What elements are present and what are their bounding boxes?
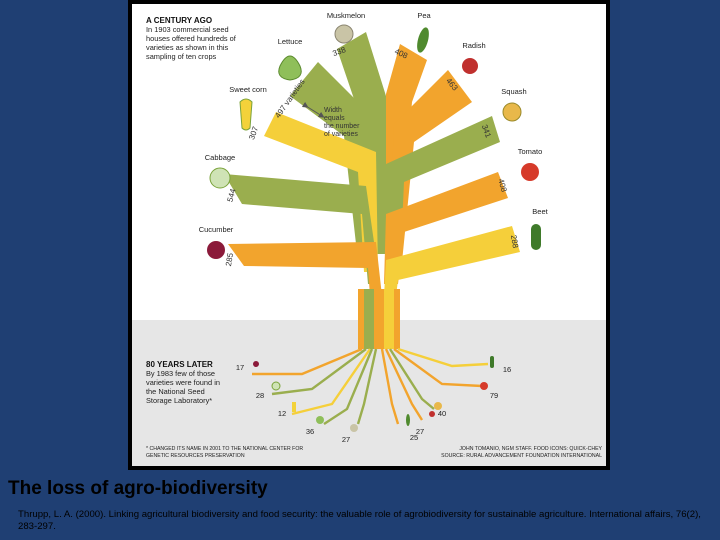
cucumber-icon (531, 224, 541, 250)
count-1983-cabbage: 28 (256, 391, 264, 400)
count-1983-sweet-corn: 12 (278, 409, 286, 418)
intro-text: A CENTURY AGO In 1903 commercial seed ho… (146, 16, 236, 61)
root-lettuce (323, 348, 374, 426)
count-1983-beet: 17 (236, 363, 244, 372)
count-1903-cucumber: 285 (224, 252, 235, 267)
citation: Thrupp, L. A. (2000). Linking agricultur… (18, 509, 701, 532)
width-arrow (301, 101, 325, 118)
root-radish (384, 348, 424, 421)
branch-radish (388, 70, 472, 262)
count-1903-beet: 288 (509, 234, 520, 249)
root-muskmelon (356, 348, 378, 425)
sweetcorn-icon (239, 98, 253, 131)
squash-icon (502, 102, 522, 122)
crop-name-cabbage: Cabbage (205, 153, 235, 162)
count-1903-muskmelon: 338 (331, 45, 347, 58)
count-1983-muskmelon: 27 (342, 435, 350, 444)
crop-name-cucumber: Cucumber (199, 225, 234, 234)
root-tomato (393, 348, 483, 388)
credit-line: John Tomanio, NGM Staff. Food Icons: Qui… (459, 446, 602, 452)
tomato-icon (521, 163, 539, 181)
muskmelon-icon (334, 24, 354, 44)
source-line: Source: Rural Advancement Foundation Int… (441, 452, 602, 459)
later-heading: 80 YEARS LATER (146, 360, 213, 369)
branch-squash (386, 116, 500, 272)
slide-caption: The loss of agro-biodiversity (8, 478, 268, 499)
radish-icon (462, 58, 478, 74)
crop-icons (207, 24, 541, 432)
legend-line: equals (324, 115, 345, 122)
count-1983-radish: 27 (416, 427, 424, 436)
crop-name-lettuce: Lettuce (278, 37, 303, 46)
branch-cucumber (384, 226, 520, 296)
root-cucumber (397, 347, 489, 368)
crop-name-squash: Squash (501, 87, 526, 96)
root-squash (388, 348, 435, 410)
branch-beet (228, 242, 382, 296)
footnote-left: * Changed its name in 2001 to the Nation… (146, 446, 304, 459)
count-1983-tomato: 79 (490, 391, 498, 400)
crop-name-labels: Muskmelon Pea Lettuce Radish Sweet corn Squas… (199, 11, 549, 234)
legend-line: of varieties (324, 131, 358, 138)
legend-line: Width (324, 107, 342, 114)
intro-heading: A CENTURY AGO (146, 16, 213, 25)
crop-name-muskmelon: Muskmelon (327, 11, 365, 20)
crop-name-beet: Beet (532, 207, 548, 216)
root-cabbage (271, 348, 367, 396)
later-body: By 1983 few of those varieties were foun… (146, 369, 220, 405)
root-pea (380, 348, 400, 425)
crop-name-tomato: Tomato (518, 147, 543, 156)
pea-icon (417, 27, 429, 53)
count-1983-cucumber: 16 (503, 365, 511, 374)
footnote-right: John Tomanio, NGM Staff. Food Icons: Qui… (408, 446, 602, 459)
later-text: 80 YEARS LATER By 1983 few of those vari… (146, 360, 226, 405)
branch-sweetcorn (264, 112, 378, 272)
crop-name-pea: Pea (417, 11, 431, 20)
count-1903-tomato: 408 (496, 178, 508, 194)
lettuce-icon (278, 55, 302, 81)
count-1903-squash: 341 (480, 123, 493, 139)
beet-icon (207, 241, 225, 259)
crop-name-radish: Radish (462, 41, 485, 50)
intro-body: In 1903 commercial seed houses offered h… (146, 25, 236, 61)
biodiversity-infographic: Muskmelon Pea Lettuce Radish Sweet corn Squas… (132, 4, 606, 466)
branch-tomato (384, 172, 508, 284)
variety-tree: Muskmelon Pea Lettuce Radish Sweet corn Squas… (132, 11, 606, 466)
branch-cabbage (224, 174, 380, 284)
count-1983-pea: 25 (410, 433, 418, 442)
figure-frame: Muskmelon Pea Lettuce Radish Sweet corn Squas… (128, 0, 610, 470)
roots (252, 347, 489, 426)
count-1903-sweet-corn: 307 (247, 125, 260, 141)
root-sweetcorn (291, 348, 371, 416)
root-beet (252, 347, 363, 376)
crop-name-sweet-corn: Sweet corn (229, 85, 267, 94)
count-1983-lettuce: 36 (306, 427, 314, 436)
legend-line: the number (324, 123, 360, 130)
count-1903-cabbage: 544 (226, 187, 238, 203)
branches (224, 32, 520, 296)
count-1983-squash: 40 (438, 409, 446, 418)
cabbage-icon (209, 167, 231, 189)
